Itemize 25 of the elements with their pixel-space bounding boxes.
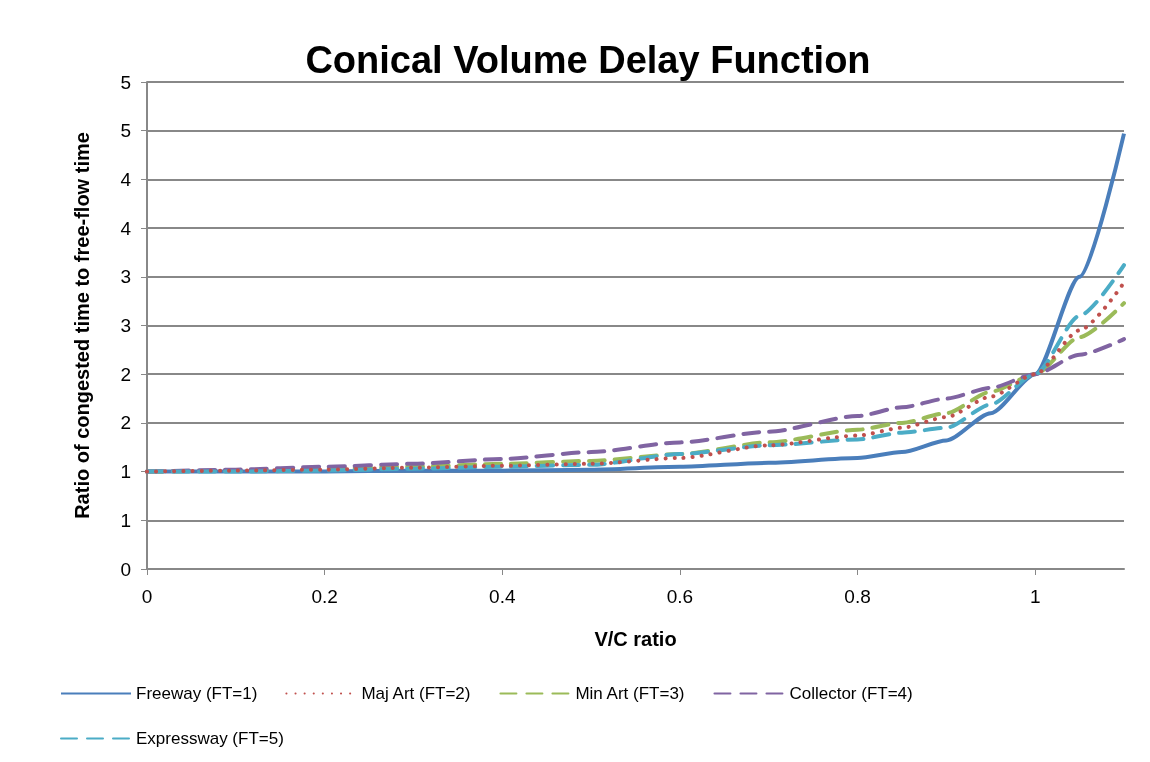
- y-axis-title: Ratio of congested time to free-flow time: [71, 132, 93, 519]
- y-tick-label: 1: [120, 509, 131, 531]
- y-tick-label: 2: [120, 363, 131, 385]
- x-tick-label: 0: [141, 586, 153, 607]
- y-tick-label: 5: [120, 71, 131, 93]
- y-tick-label: 3: [120, 315, 131, 336]
- x-tick-label: 0.2: [311, 586, 338, 607]
- x-tick-label: 0.8: [844, 586, 871, 607]
- y-tick-label: 4: [120, 168, 132, 190]
- legend-label: Maj Art (FT=2): [361, 684, 471, 703]
- chart-title: Conical Volume Delay Function: [305, 39, 871, 81]
- y-tick-label: 1: [120, 461, 131, 483]
- y-tick-label: 2: [120, 412, 131, 434]
- legend-label: Freeway (FT=1): [136, 684, 258, 703]
- y-tick-label: 0: [120, 558, 131, 580]
- x-tick-label: 1: [1029, 586, 1041, 607]
- legend-label: Collector (FT=4): [789, 684, 913, 703]
- x-axis-title: V/C ratio: [594, 628, 677, 650]
- legend-label: Expressway (FT=5): [136, 729, 284, 748]
- y-tick-label: 4: [120, 217, 132, 239]
- x-tick-label: 0.4: [489, 586, 516, 607]
- x-tick-label: 0.6: [666, 586, 694, 607]
- y-tick-label: 3: [120, 266, 131, 288]
- y-tick-label: 5: [120, 120, 131, 142]
- legend-label: Min Art (FT=3): [575, 684, 685, 703]
